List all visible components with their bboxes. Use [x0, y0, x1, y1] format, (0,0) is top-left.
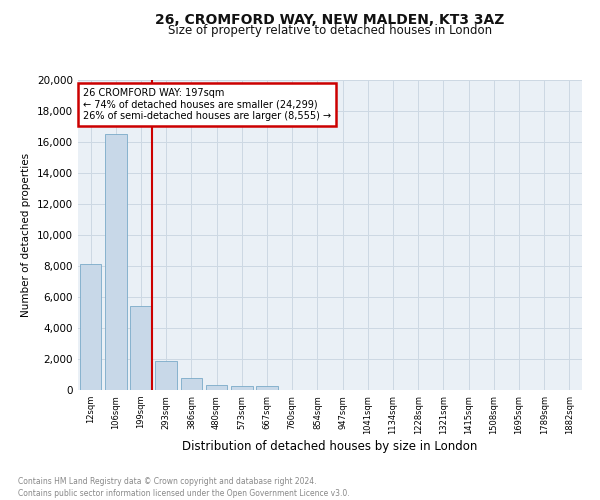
Text: Size of property relative to detached houses in London: Size of property relative to detached ho… [168, 24, 492, 37]
Y-axis label: Number of detached properties: Number of detached properties [22, 153, 31, 317]
Text: Contains public sector information licensed under the Open Government Licence v3: Contains public sector information licen… [18, 489, 350, 498]
Bar [105, 134, 127, 390]
X-axis label: Distribution of detached houses by size in London: Distribution of detached houses by size … [182, 440, 478, 452]
Bar [155, 362, 177, 390]
Text: 26 CROMFORD WAY: 197sqm
← 74% of detached houses are smaller (24,299)
26% of sem: 26 CROMFORD WAY: 197sqm ← 74% of detache… [83, 88, 331, 121]
Bar [231, 386, 253, 390]
Bar [206, 384, 227, 390]
Bar [256, 386, 278, 390]
Text: Contains HM Land Registry data © Crown copyright and database right 2024.: Contains HM Land Registry data © Crown c… [18, 478, 317, 486]
Bar [80, 264, 101, 390]
Text: 26, CROMFORD WAY, NEW MALDEN, KT3 3AZ: 26, CROMFORD WAY, NEW MALDEN, KT3 3AZ [155, 12, 505, 26]
Bar [130, 306, 152, 390]
Bar [181, 378, 202, 390]
